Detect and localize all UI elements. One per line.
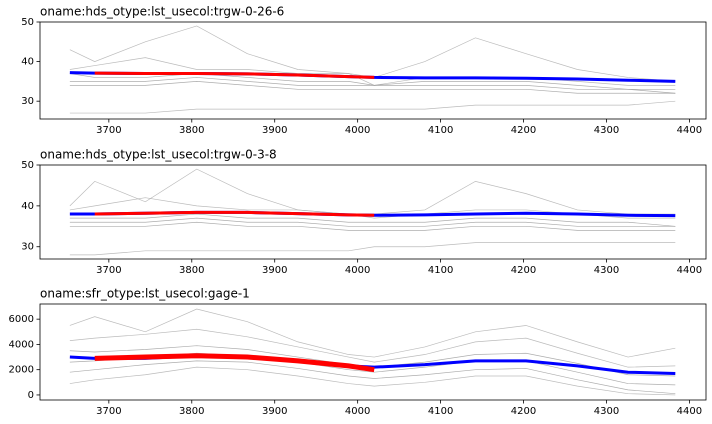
x-tick-label: 3900 — [262, 265, 287, 276]
series-line — [94, 353, 375, 373]
series-line — [69, 221, 676, 231]
x-tick-label: 4300 — [594, 265, 619, 276]
x-tick-label: 4000 — [345, 406, 370, 417]
series-line — [69, 57, 676, 86]
series-line — [69, 81, 676, 94]
series-line — [69, 77, 676, 94]
y-tick-label: 2000 — [9, 365, 34, 376]
x-tick-label: 4300 — [594, 125, 619, 136]
x-tick-label: 3700 — [96, 406, 121, 417]
series-line — [69, 25, 676, 82]
series-line — [69, 217, 676, 227]
x-tick-label: 3800 — [179, 406, 204, 417]
subplot-title: oname:hds_otype:lst_usecol:trgw-0-26-6 — [40, 5, 284, 19]
x-tick-label: 4000 — [345, 265, 370, 276]
y-tick-label: 30 — [21, 242, 34, 253]
series-line — [69, 366, 676, 396]
x-tick-label: 3700 — [96, 265, 121, 276]
series-line — [69, 242, 676, 256]
x-tick-label: 4400 — [677, 125, 702, 136]
x-tick-label: 4200 — [511, 406, 536, 417]
series-line — [69, 308, 676, 358]
y-tick-label: 30 — [21, 96, 34, 107]
x-tick-label: 4300 — [594, 406, 619, 417]
y-tick-label: 40 — [21, 201, 34, 212]
x-tick-label: 3700 — [96, 125, 121, 136]
x-tick-label: 4000 — [345, 125, 370, 136]
series-line — [69, 328, 676, 368]
axes-frame — [39, 21, 707, 120]
axes-frame — [39, 303, 707, 401]
y-tick-label: 50 — [21, 160, 34, 171]
x-tick-label: 3800 — [179, 265, 204, 276]
x-tick-label: 4100 — [428, 265, 453, 276]
y-tick-label: 0 — [28, 390, 34, 401]
axes-frame — [39, 164, 707, 260]
x-tick-label: 3800 — [179, 125, 204, 136]
series-line — [94, 210, 375, 217]
subplot-title: oname:sfr_otype:lst_usecol:gage-1 — [40, 287, 250, 301]
series-line — [69, 168, 676, 215]
x-tick-label: 4200 — [511, 125, 536, 136]
series-line — [69, 73, 676, 90]
y-tick-label: 4000 — [9, 339, 34, 350]
series-line — [69, 213, 676, 227]
x-tick-label: 4100 — [428, 406, 453, 417]
x-tick-label: 4100 — [428, 125, 453, 136]
y-tick-label: 6000 — [9, 314, 34, 325]
series-line — [69, 100, 676, 114]
x-tick-label: 4200 — [511, 265, 536, 276]
series-line — [94, 71, 375, 79]
subplot-title: oname:hds_otype:lst_usecol:trgw-0-3-8 — [40, 148, 277, 162]
x-tick-label: 3900 — [262, 406, 287, 417]
y-tick-label: 40 — [21, 57, 34, 68]
x-tick-label: 4400 — [677, 265, 702, 276]
x-tick-label: 3900 — [262, 125, 287, 136]
x-tick-label: 4400 — [677, 406, 702, 417]
series-line — [69, 360, 676, 395]
y-tick-label: 50 — [21, 17, 34, 28]
